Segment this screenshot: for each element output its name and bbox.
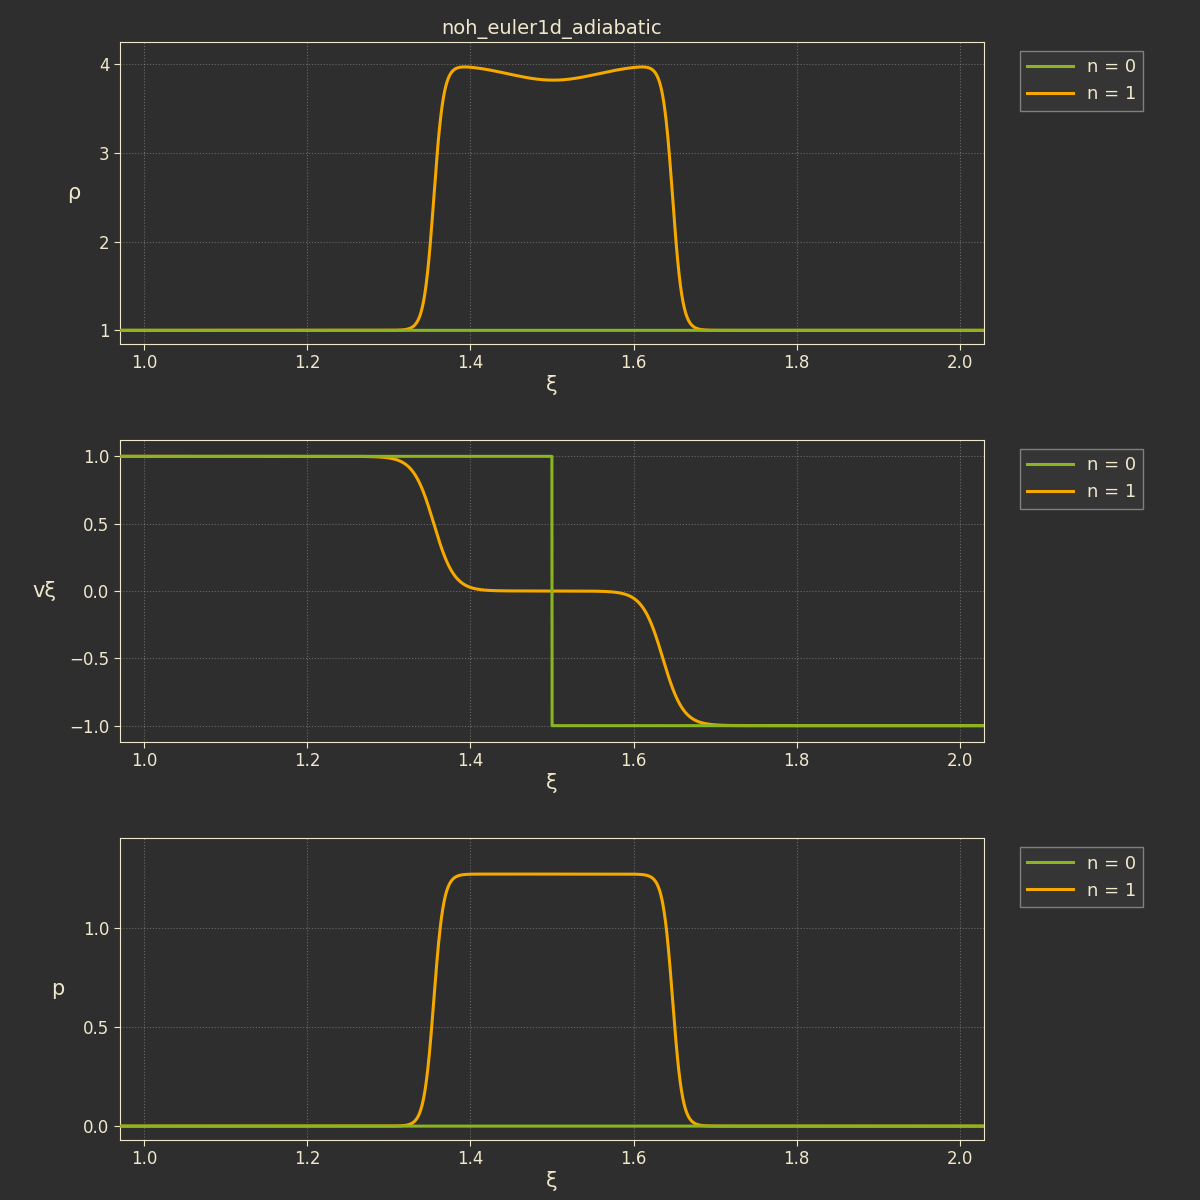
Line: n = 1: n = 1 (120, 874, 984, 1126)
Y-axis label: ρ: ρ (67, 182, 80, 203)
n = 1 (907, 719, 922, 733)
n = 0 (977, 323, 991, 337)
n = 0 (977, 719, 991, 733)
n = 0 (113, 449, 127, 463)
X-axis label: ξ: ξ (546, 374, 558, 395)
n = 0 (475, 1118, 490, 1133)
n = 1 (482, 62, 497, 77)
n = 0 (482, 1118, 497, 1133)
Line: n = 1: n = 1 (120, 456, 984, 726)
n = 1 (977, 719, 991, 733)
Legend: n = 0, n = 1: n = 0, n = 1 (1020, 847, 1144, 907)
n = 0 (950, 323, 965, 337)
n = 0 (907, 719, 922, 733)
n = 1 (977, 1118, 991, 1133)
Y-axis label: vξ: vξ (32, 581, 56, 601)
n = 0 (475, 449, 490, 463)
n = 0 (545, 719, 559, 733)
n = 0 (907, 323, 922, 337)
n = 1 (113, 323, 127, 337)
n = 0 (482, 323, 497, 337)
n = 1 (950, 1118, 965, 1133)
n = 1 (475, 866, 490, 881)
n = 0 (950, 1118, 965, 1133)
n = 1 (523, 583, 538, 598)
n = 1 (476, 61, 491, 76)
n = 1 (740, 1118, 755, 1133)
n = 1 (113, 449, 127, 463)
n = 1 (482, 866, 497, 881)
n = 1 (113, 1118, 127, 1133)
n = 1 (740, 323, 755, 337)
X-axis label: ξ: ξ (546, 773, 558, 793)
Y-axis label: p: p (52, 979, 65, 1000)
Legend: n = 0, n = 1: n = 0, n = 1 (1020, 449, 1144, 509)
n = 0 (740, 719, 755, 733)
n = 1 (523, 71, 538, 85)
n = 0 (740, 1118, 755, 1133)
n = 0 (523, 449, 538, 463)
n = 1 (482, 583, 497, 598)
Line: n = 0: n = 0 (120, 456, 984, 726)
n = 0 (740, 323, 755, 337)
n = 0 (475, 323, 490, 337)
n = 0 (950, 719, 965, 733)
n = 1 (907, 323, 922, 337)
Title: noh_euler1d_adiabatic: noh_euler1d_adiabatic (442, 19, 662, 38)
n = 1 (546, 866, 560, 881)
n = 1 (950, 323, 965, 337)
n = 0 (523, 1118, 538, 1133)
n = 1 (907, 1118, 922, 1133)
n = 0 (523, 323, 538, 337)
Line: n = 1: n = 1 (120, 67, 984, 330)
n = 1 (457, 60, 472, 74)
n = 1 (523, 866, 538, 881)
n = 1 (475, 583, 490, 598)
n = 0 (907, 1118, 922, 1133)
n = 1 (950, 719, 965, 733)
n = 1 (977, 323, 991, 337)
n = 1 (740, 719, 755, 733)
Legend: n = 0, n = 1: n = 0, n = 1 (1020, 52, 1144, 110)
n = 0 (482, 449, 497, 463)
n = 0 (977, 1118, 991, 1133)
X-axis label: ξ: ξ (546, 1171, 558, 1192)
n = 0 (113, 323, 127, 337)
n = 0 (113, 1118, 127, 1133)
